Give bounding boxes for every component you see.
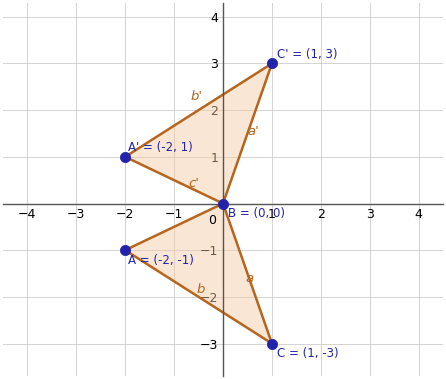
Point (219, 200, 227, 207)
Text: C = (1, -3): C = (1, -3) (277, 347, 339, 360)
Text: a: a (246, 272, 254, 285)
Point (122, 247, 129, 253)
Point (268, 60, 276, 66)
Point (268, 340, 276, 346)
Text: C' = (1, 3): C' = (1, 3) (277, 48, 337, 61)
Point (122, 154, 129, 160)
Text: b': b' (190, 90, 202, 103)
Text: A = (-2, -1): A = (-2, -1) (128, 254, 194, 267)
Polygon shape (125, 204, 272, 343)
Text: 0: 0 (208, 214, 216, 227)
Polygon shape (125, 63, 272, 204)
Text: c': c' (188, 177, 199, 190)
Text: a': a' (248, 125, 259, 138)
Text: A' = (-2, 1): A' = (-2, 1) (128, 141, 192, 155)
Text: B = (0, 0): B = (0, 0) (228, 207, 285, 220)
Text: b: b (197, 283, 205, 296)
